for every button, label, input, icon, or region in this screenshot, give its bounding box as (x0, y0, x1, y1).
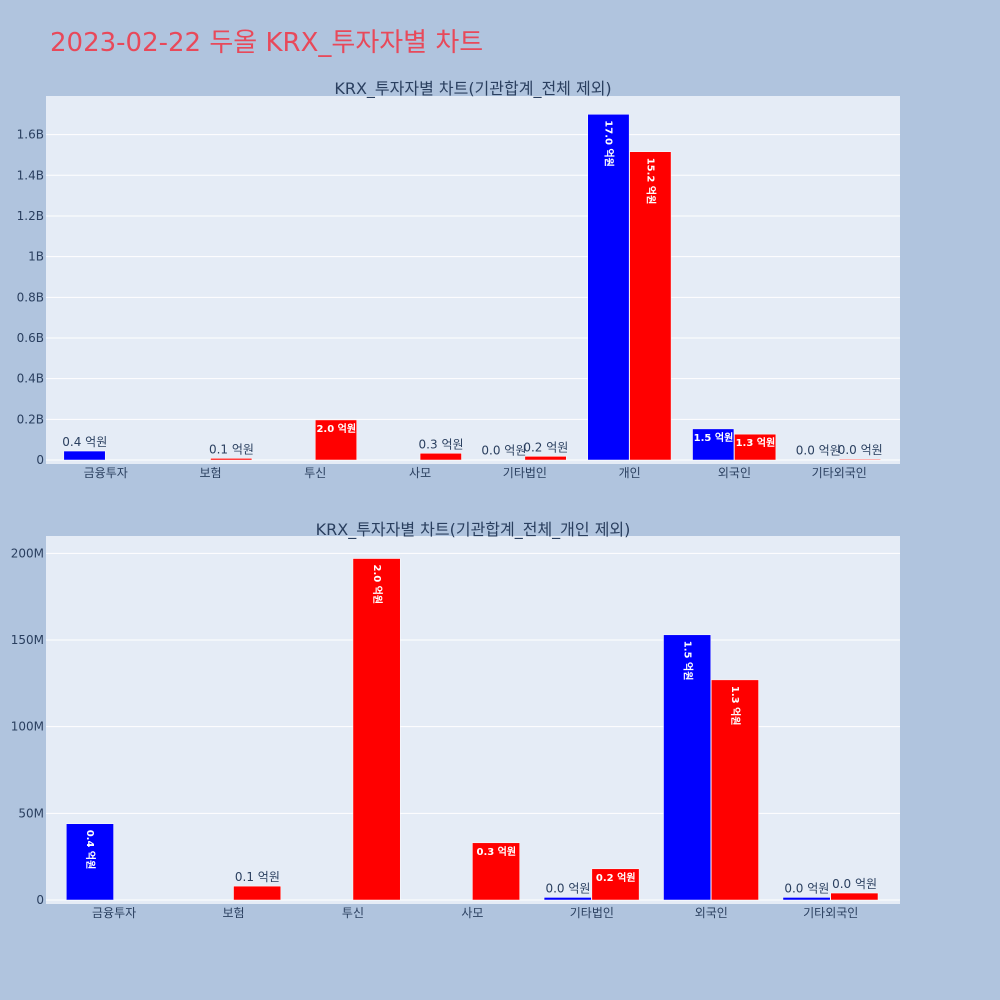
bar (543, 897, 592, 901)
x-tick-label: 보험 (199, 466, 221, 480)
bar (711, 679, 759, 901)
x-tick-label: 보험 (222, 906, 244, 920)
bar (663, 634, 712, 901)
x-tick-label: 외국인 (718, 466, 751, 480)
bar (63, 450, 106, 461)
page-title: 2023-02-22 두올 KRX_투자자별 차트 (50, 28, 484, 58)
bar (734, 433, 777, 461)
x-tick-label: 사모 (461, 906, 483, 920)
x-tick-label: 사모 (409, 466, 431, 480)
data-label: 17.0 억원 (603, 120, 616, 167)
x-tick-label: 기타법인 (570, 906, 614, 920)
x-tick-label: 금융투자 (84, 466, 128, 480)
y-tick-label: 200M (11, 546, 44, 560)
data-label: 1.5 억원 (681, 641, 694, 681)
data-label: 0.0 억원 (838, 443, 883, 457)
bar (830, 892, 879, 901)
plot-area (46, 96, 900, 464)
chart-panel-1: 0 0.2B 0.4B 0.6B 0.8B 1B 1.2B 1.4B 1.6B KRX_투자자별 … (17, 79, 900, 480)
data-label: 0.4 억원 (84, 830, 97, 870)
x-tick-label: 금융투자 (92, 906, 136, 920)
bar (233, 885, 282, 901)
data-label: 2.0 억원 (316, 422, 356, 435)
data-label: 2.0 억원 (371, 565, 384, 605)
data-label: 0.4 억원 (62, 435, 107, 449)
bar (352, 558, 401, 901)
x-tick-label: 개인 (619, 466, 641, 480)
y-tick-label: 1B (28, 250, 44, 264)
bar (838, 458, 881, 461)
bar (210, 458, 253, 461)
y-tick-label: 0.8B (17, 290, 44, 304)
y-tick-label: 0 (36, 453, 44, 467)
bar (315, 419, 357, 461)
y-tick-label: 150M (11, 633, 44, 647)
data-label: 0.0 억원 (796, 444, 841, 458)
x-tick-label: 기타외국인 (812, 466, 867, 480)
x-tick-label: 기타외국인 (803, 906, 858, 920)
data-label: 0.1 억원 (235, 870, 280, 884)
data-label: 0.3 억원 (476, 845, 516, 858)
bar (66, 823, 114, 901)
data-label: 0.0 억원 (784, 881, 829, 895)
data-label: 0.2 억원 (523, 440, 568, 454)
y-tick-label: 0.2B (17, 412, 44, 426)
x-tick-label: 투신 (304, 466, 326, 480)
data-label: 0.0 억원 (545, 881, 590, 895)
bar (782, 897, 831, 901)
bar (472, 842, 520, 901)
data-label: 0.0 억원 (832, 877, 877, 891)
bar (587, 114, 630, 461)
y-tick-label: 50M (18, 806, 44, 820)
x-tick-label: 외국인 (695, 906, 728, 920)
y-tick-label: 0.6B (17, 331, 44, 345)
bar (629, 151, 672, 461)
chart-title: KRX_투자자별 차트(기관합계_전체_개인 제외) (316, 520, 631, 540)
bar (591, 868, 640, 901)
data-label: 0.0 억원 (481, 444, 526, 458)
y-tick-label: 1.4B (17, 168, 44, 182)
chart-panel-2: 0 50M 100M 150M 200M KRX_투자자별 차트(기관합계_전체_개인 제… (11, 520, 900, 920)
data-label: 1.3 억원 (729, 686, 742, 726)
y-tick-label: 0 (36, 893, 44, 907)
y-tick-label: 1.6B (17, 128, 44, 142)
data-label: 0.1 억원 (209, 442, 254, 456)
chart-title: KRX_투자자별 차트(기관합계_전체 제외) (334, 79, 611, 99)
data-label: 0.2 억원 (596, 871, 636, 884)
bar (524, 456, 567, 461)
x-tick-label: 투신 (342, 906, 364, 920)
x-tick-label: 기타법인 (503, 466, 547, 480)
data-label: 1.5 억원 (694, 431, 734, 444)
y-tick-label: 0.4B (17, 372, 44, 386)
bar (692, 428, 735, 461)
y-tick-label: 1.2B (17, 209, 44, 223)
data-label: 0.3 억원 (419, 437, 464, 451)
bar (419, 453, 462, 461)
y-tick-label: 100M (11, 720, 44, 734)
data-label: 15.2 억원 (645, 158, 658, 205)
data-label: 1.3 억원 (736, 436, 776, 449)
